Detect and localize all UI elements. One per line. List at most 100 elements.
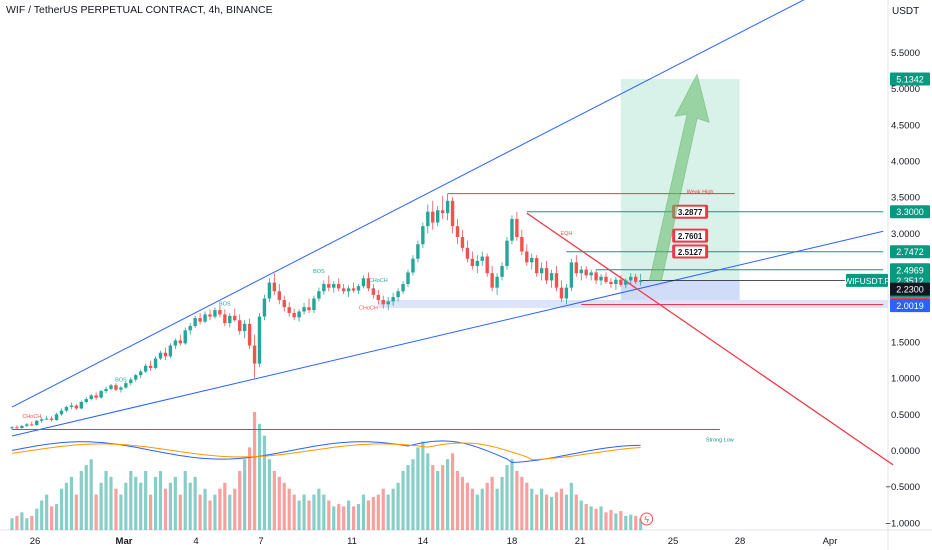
candle-body: [638, 280, 643, 282]
candle-body: [450, 200, 455, 227]
volume-bar: [252, 412, 257, 530]
price-tick-label: 4.0000: [891, 157, 920, 168]
candle-body: [559, 287, 564, 299]
candle: [485, 253, 489, 277]
candle-body: [49, 418, 54, 421]
target-arrow-shape: [648, 73, 710, 281]
candle-body: [495, 276, 499, 288]
candle-body: [361, 278, 366, 287]
volume-bar: [15, 515, 19, 530]
channel-lower-line: [11, 230, 884, 437]
candle-body: [549, 273, 554, 281]
candle-body: [371, 288, 376, 295]
candle: [267, 278, 272, 303]
volume-bar: [450, 453, 455, 530]
time-tick-label: 7: [258, 536, 263, 547]
candle: [114, 383, 118, 392]
candle-body: [480, 256, 484, 261]
volume-bar: [173, 476, 177, 530]
candle-body: [79, 401, 83, 409]
candle: [559, 280, 564, 303]
candle-body: [322, 284, 326, 292]
volume-bar: [455, 471, 460, 530]
volume-bar: [614, 513, 618, 530]
candle: [371, 284, 376, 299]
candle-body: [262, 298, 267, 317]
candle-body: [401, 284, 405, 292]
price-axis[interactable]: 5.50005.00004.50004.00003.50003.00002.50…: [844, 48, 930, 529]
annotations-layer: 3.2877 2.7601 2.5127 Weak High Strong Low BOS…: [22, 190, 734, 526]
candle: [188, 323, 192, 335]
candle-body: [30, 424, 34, 426]
candle: [104, 386, 108, 394]
volume-bar: [312, 494, 316, 530]
volume-bar: [114, 488, 118, 530]
volume-bar: [411, 459, 415, 530]
candle-body: [614, 279, 618, 285]
price-tick-label: 4.5000: [891, 120, 920, 131]
volume-bar: [554, 492, 559, 530]
structure-label: BOS: [313, 269, 325, 275]
candle: [64, 405, 69, 413]
volume-bar: [168, 482, 172, 530]
volume-bar: [381, 488, 385, 530]
price-label-text: 3.3000: [896, 207, 924, 217]
volume-bar: [426, 453, 430, 530]
candle-body: [203, 314, 207, 322]
candle-body: [233, 315, 237, 321]
volume-bar: [223, 482, 227, 530]
currency-label: USDT: [892, 6, 920, 17]
volume-bar: [267, 459, 271, 530]
candle-body: [406, 272, 410, 285]
candle: [337, 278, 341, 292]
candle: [30, 421, 34, 426]
candle-body: [391, 297, 395, 302]
structure-label: CHoCH: [359, 305, 378, 311]
candle: [411, 255, 415, 276]
volume-bar: [480, 488, 484, 530]
candle: [74, 404, 79, 410]
candle: [401, 281, 405, 295]
candles-layer: [10, 193, 643, 430]
candle: [233, 308, 237, 322]
time-tick-label: 4: [193, 536, 198, 547]
volume-bar: [158, 471, 163, 530]
volume-bar: [64, 482, 69, 530]
volume-bar: [574, 494, 578, 530]
candle-body: [257, 316, 262, 364]
candle: [228, 312, 232, 328]
volume-bar: [25, 518, 29, 530]
volume-bar: [99, 482, 103, 530]
candle: [317, 287, 321, 302]
price-tick-label: −0.5000: [885, 482, 920, 493]
macd-layer: [11, 440, 641, 464]
volume-bar: [243, 459, 247, 530]
structure-label: Strong Low: [706, 438, 734, 444]
candle: [35, 420, 39, 426]
candle-body: [44, 418, 49, 420]
candle: [584, 265, 588, 279]
candle-body: [282, 299, 286, 308]
candle: [539, 262, 544, 281]
price-label-text: 2.7472: [896, 247, 924, 257]
candle-body: [337, 284, 341, 289]
volume-layer: [10, 412, 643, 530]
volume-bar: [50, 506, 54, 530]
time-axis[interactable]: 26 Mar 4 7 11 14 18 21 25 28 Apr: [30, 536, 838, 547]
symbol-tag-text: WIFUSDT.P: [844, 276, 890, 286]
candle: [262, 294, 267, 321]
volume-bar: [134, 476, 138, 530]
candle-body: [143, 365, 148, 372]
volume-bar: [248, 447, 252, 530]
candle: [134, 373, 138, 382]
volume-bar: [257, 423, 262, 530]
candle: [148, 360, 153, 371]
candle-body: [124, 383, 128, 388]
volume-bar: [208, 500, 212, 530]
candle: [549, 269, 554, 288]
volume-bar: [277, 476, 281, 530]
candle: [203, 311, 207, 324]
candle-body: [436, 210, 440, 223]
